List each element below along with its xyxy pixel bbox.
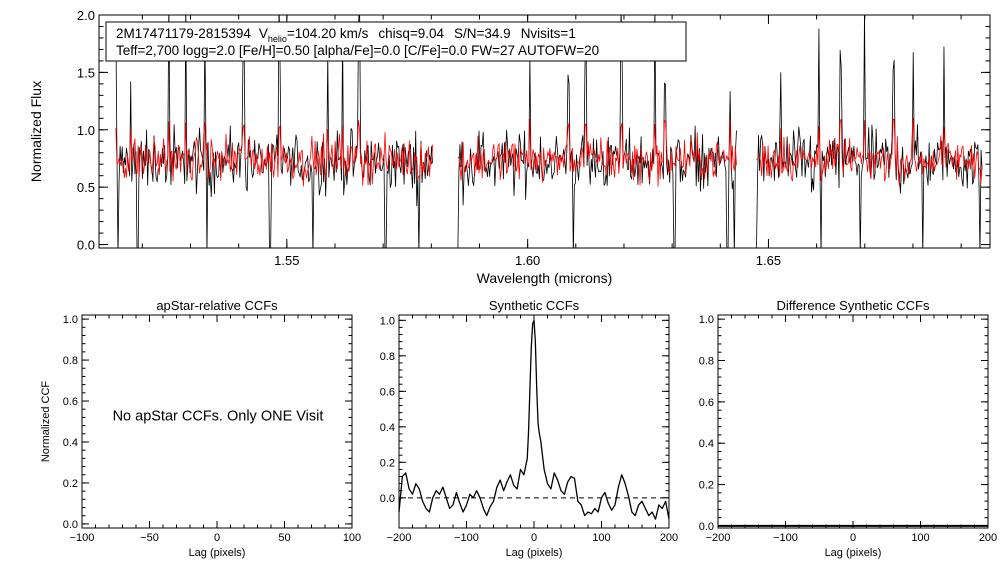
synth-y-tick-label: 0.4 — [380, 422, 395, 434]
synthetic-panel-title: Synthetic CCFs — [489, 298, 580, 313]
spectrum-y-axis-label: Normalized Flux — [28, 81, 44, 182]
spectrum-ticks: 1.55 1.60 1.65 0.0 0.5 1.0 1.5 2.0 — [77, 8, 990, 268]
diff-y-tick-label: 0.4 — [699, 438, 714, 450]
difference-x-axis-label: Lag (pixels) — [825, 547, 882, 559]
synth-y-tick-label: 1.0 — [380, 315, 395, 327]
legend-line-1: 2M17471179-2815394 Vhelio=104.20 km/s chis… — [116, 26, 576, 44]
aprel-y-axis-label: Normalized CCF — [40, 381, 52, 463]
synth-y-tick-label: 0.6 — [380, 386, 395, 398]
legend-nvisits: Nvisits=1 — [521, 26, 576, 41]
aprel-panel-title: apStar-relative CCFs — [156, 298, 278, 313]
aprel-no-data-note: No apStar CCFs. Only ONE Visit — [113, 408, 324, 424]
aprel-x-axis-label: Lag (pixels) — [189, 547, 246, 559]
spectrum-x-axis-label: Wavelength (microns) — [477, 270, 613, 286]
synthetic-ticks: −200 −100 0 100 200 0.0 0.2 0.4 0.6 0.8 1.0 — [380, 315, 678, 544]
legend-snr: S/N=34.9 — [454, 26, 511, 41]
legend-vhelio-value: =104.20 km/s — [287, 26, 369, 41]
diff-x-tick-label: −100 — [773, 532, 798, 544]
difference-panel-title: Difference Synthetic CCFs — [777, 298, 930, 313]
spec-x-tick-label: 1.55 — [274, 253, 299, 268]
legend-params-line: Teff=2,700 logg=2.0 [Fe/H]=0.50 [alpha/F… — [116, 43, 599, 58]
aprel-x-tick-label: 0 — [214, 532, 220, 544]
spectrum-series-group — [115, 15, 983, 248]
aprel-y-tick-label: 1.0 — [63, 314, 78, 326]
aprel-x-tick-label: −100 — [70, 532, 95, 544]
legend-vhelio-subscript: helio — [268, 34, 287, 44]
synthetic-ccf-panel: −200 −100 0 100 200 0.0 0.2 0.4 0.6 0.8 1.0 Synthe… — [380, 298, 678, 559]
synth-x-tick-label: 200 — [660, 532, 678, 544]
aprel-x-tick-label: −50 — [140, 532, 159, 544]
diff-x-tick-label: 0 — [850, 532, 856, 544]
aprel-y-tick-label: 0.8 — [63, 355, 78, 367]
diff-y-tick-label: 1.0 — [699, 314, 714, 326]
diff-y-tick-label: 0.6 — [699, 397, 714, 409]
spectrum-plot-frame — [98, 14, 991, 249]
synthetic-series-group — [398, 319, 670, 520]
spec-y-tick-label: 2.0 — [77, 8, 95, 23]
aprel-y-tick-label: 0.4 — [63, 437, 78, 449]
spec-y-tick-label: 0.5 — [77, 180, 95, 195]
difference-plot-frame — [717, 314, 989, 529]
synth-y-tick-label: 0.8 — [380, 351, 395, 363]
diff-x-tick-label: 200 — [979, 532, 997, 544]
spec-y-tick-label: 0.0 — [77, 238, 95, 253]
synth-x-tick-label: 100 — [592, 532, 610, 544]
synth-y-tick-label: 0.2 — [380, 457, 395, 469]
spec-y-tick-label: 1.5 — [77, 65, 95, 80]
synthetic-ccf-line — [398, 319, 670, 520]
legend-box — [105, 21, 687, 62]
aprel-ticks: −100 −50 0 50 100 0.0 0.2 0.4 0.6 0.8 1.0 — [63, 314, 361, 544]
spectrum-panel: 1.55 1.60 1.65 0.0 0.5 1.0 1.5 2.0 Wavelength (… — [28, 8, 991, 286]
aprel-x-tick-label: 50 — [278, 532, 290, 544]
synth-x-tick-label: −100 — [454, 532, 479, 544]
model-spectrum-line — [115, 118, 983, 187]
synth-x-tick-label: 0 — [531, 532, 537, 544]
aprel-y-tick-label: 0.2 — [63, 478, 78, 490]
synth-y-tick-label: 0.0 — [380, 493, 395, 505]
aprel-ccf-panel: −100 −50 0 50 100 0.0 0.2 0.4 0.6 0.8 1.0 apStar-r… — [40, 298, 361, 559]
spectrum-clipped-series — [115, 15, 983, 248]
aprel-y-tick-label: 0.0 — [63, 519, 78, 531]
diff-x-tick-label: 100 — [911, 532, 929, 544]
legend-star-id: 2M17471179-2815394 — [116, 26, 251, 41]
difference-ccf-panel: −200 −100 0 100 200 0.0 0.2 0.4 0.6 0.8 1.0 Differ… — [699, 298, 997, 559]
diff-y-tick-label: 0.2 — [699, 480, 714, 492]
aprel-x-tick-label: 100 — [343, 532, 361, 544]
spectrum-legend: 2M17471179-2815394 Vhelio=104.20 km/s chis… — [105, 21, 687, 62]
legend-vhelio-symbol: V — [259, 26, 268, 41]
spec-x-tick-label: 1.65 — [756, 253, 781, 268]
aprel-y-tick-label: 0.6 — [63, 396, 78, 408]
diff-y-tick-label: 0.8 — [699, 355, 714, 367]
synth-x-tick-label: −200 — [387, 532, 412, 544]
spec-x-tick-label: 1.60 — [515, 253, 540, 268]
difference-ticks: −200 −100 0 100 200 0.0 0.2 0.4 0.6 0.8 1.0 — [699, 314, 997, 544]
synthetic-x-axis-label: Lag (pixels) — [506, 547, 563, 559]
diff-x-tick-label: −200 — [706, 532, 731, 544]
legend-chisq: chisq=9.04 — [378, 26, 444, 41]
diff-y-tick-label: 0.0 — [699, 521, 714, 533]
spec-y-tick-label: 1.0 — [77, 123, 95, 138]
